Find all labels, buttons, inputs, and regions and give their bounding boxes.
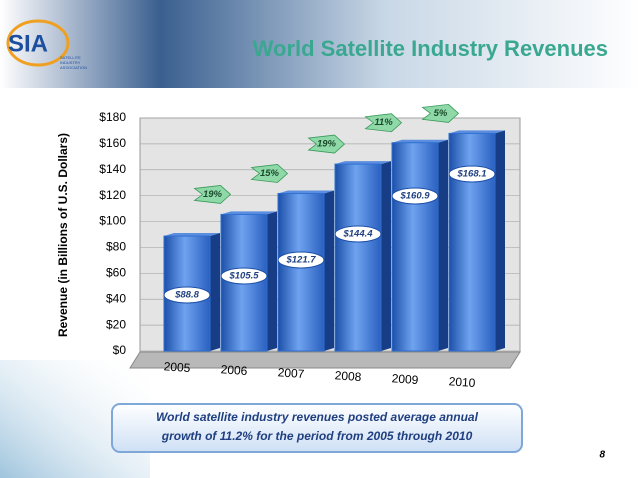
growth-label: 19% — [203, 189, 223, 200]
bar-top — [278, 190, 334, 194]
growth-label: 11% — [374, 117, 393, 128]
value-label-bg — [277, 251, 325, 269]
y-tick-label: $120 — [99, 188, 126, 202]
logo-subtitle: INDUSTRY — [60, 60, 81, 65]
bar-side — [210, 233, 220, 351]
bar-side — [438, 139, 448, 351]
header-band — [0, 0, 640, 88]
growth-label: 19% — [317, 139, 337, 150]
bar-side — [495, 130, 505, 351]
bar-top — [221, 211, 277, 215]
y-tick-label: $60 — [106, 266, 126, 280]
bar-top — [449, 130, 505, 134]
y-tick-label: $40 — [106, 291, 126, 305]
y-tick-label: $180 — [99, 110, 126, 124]
y-tick-label: $20 — [106, 317, 126, 331]
bar-top — [164, 233, 220, 237]
caption-line: growth of 11.2% for the period from 2005… — [161, 429, 473, 443]
value-label-bg — [163, 286, 211, 304]
bar-top — [335, 161, 391, 165]
y-tick-label: $0 — [113, 343, 127, 357]
growth-label: 15% — [260, 168, 280, 179]
y-axis-label: Revenue (in Billions of U.S. Dollars) — [56, 133, 70, 337]
x-tick-label: 2006 — [220, 362, 248, 378]
bar — [334, 163, 382, 352]
logo-ring — [6, 19, 70, 67]
growth-arrow — [250, 164, 289, 183]
floor — [129, 351, 521, 369]
x-tick-label: 2005 — [163, 359, 191, 375]
growth-arrow — [193, 185, 232, 204]
caption-box — [111, 403, 523, 453]
value-label: $88.8 — [174, 290, 199, 301]
y-tick-label: $140 — [99, 162, 126, 176]
chart-title: World Satellite Industry Revenues — [253, 36, 608, 61]
growth-label: 5% — [434, 108, 448, 119]
logo-subtitle: SATELLITE — [60, 55, 81, 60]
x-tick-label: 2010 — [448, 374, 476, 390]
y-tick-label: $160 — [99, 136, 126, 150]
value-label: $168.1 — [456, 169, 486, 180]
bar-side — [381, 161, 391, 351]
logo-text: SIA — [8, 30, 48, 57]
y-tick-label: $100 — [99, 214, 126, 228]
value-label: $105.5 — [228, 271, 259, 282]
page-number: 8 — [599, 450, 605, 461]
bar-side — [267, 211, 277, 351]
logo-subtitle: ASSOCIATION — [60, 65, 87, 70]
y-tick-label: $80 — [106, 240, 126, 254]
value-label-bg — [448, 165, 496, 183]
growth-arrow — [364, 113, 403, 133]
value-label: $160.9 — [399, 191, 430, 202]
bar — [391, 142, 439, 352]
value-label-bg — [220, 267, 268, 285]
bar-top — [392, 139, 448, 143]
value-label: $144.4 — [342, 229, 373, 240]
growth-arrow — [421, 103, 460, 123]
x-tick-label: 2009 — [391, 371, 419, 387]
bar — [277, 192, 325, 352]
value-label-bg — [391, 187, 439, 205]
growth-arrow — [307, 134, 346, 154]
x-tick-label: 2008 — [334, 368, 362, 384]
caption-line: World satellite industry revenues posted… — [156, 410, 479, 424]
bar-side — [324, 190, 334, 351]
value-label-bg — [334, 225, 382, 243]
value-label: $121.7 — [285, 255, 316, 266]
x-tick-label: 2007 — [277, 365, 305, 381]
